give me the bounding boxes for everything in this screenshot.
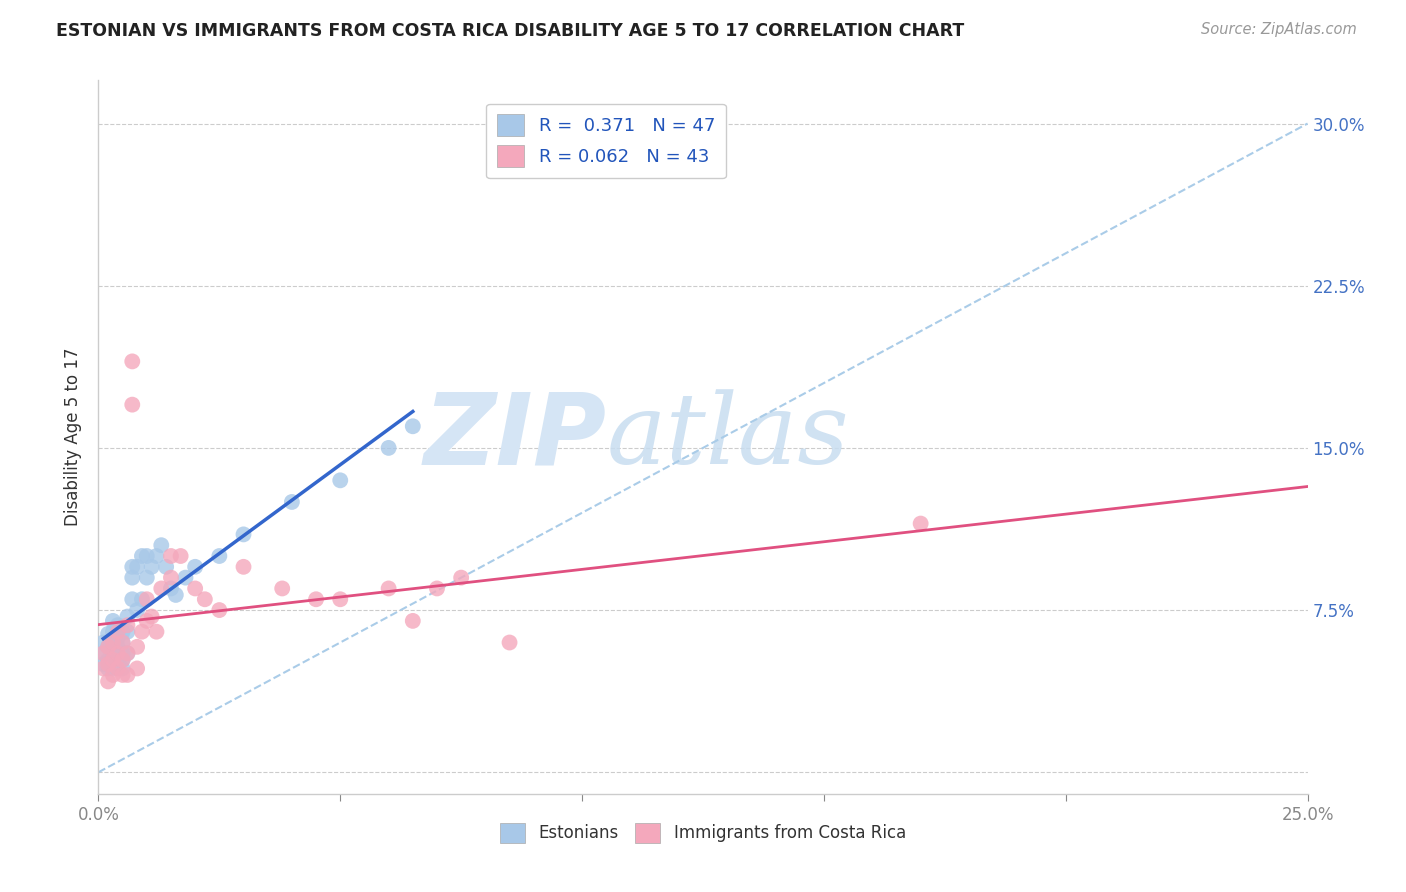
Point	[305, 592, 328, 607]
Point	[184, 559, 207, 574]
Point	[117, 609, 139, 624]
Point	[111, 635, 134, 649]
Point	[498, 635, 520, 649]
Point	[135, 614, 157, 628]
Point	[97, 661, 120, 675]
Point	[101, 646, 124, 660]
Text: Source: ZipAtlas.com: Source: ZipAtlas.com	[1201, 22, 1357, 37]
Point	[426, 582, 449, 596]
Point	[101, 668, 124, 682]
Point	[91, 661, 114, 675]
Point	[402, 614, 425, 628]
Text: atlas: atlas	[606, 390, 849, 484]
Point	[101, 635, 124, 649]
Point	[91, 646, 114, 660]
Point	[111, 653, 134, 667]
Point	[97, 653, 120, 667]
Point	[169, 549, 191, 563]
Point	[174, 571, 197, 585]
Point	[107, 646, 129, 660]
Point	[111, 624, 134, 639]
Point	[150, 538, 173, 552]
Point	[121, 398, 143, 412]
Point	[97, 640, 120, 654]
Point	[117, 624, 139, 639]
Point	[160, 571, 183, 585]
Point	[184, 582, 207, 596]
Point	[402, 419, 425, 434]
Text: ZIP: ZIP	[423, 389, 606, 485]
Point	[101, 624, 124, 639]
Point	[329, 473, 352, 487]
Point	[141, 559, 163, 574]
Point	[111, 646, 134, 660]
Point	[97, 657, 120, 672]
Point	[111, 635, 134, 649]
Point	[155, 559, 177, 574]
Point	[111, 668, 134, 682]
Point	[97, 674, 120, 689]
Point	[165, 588, 187, 602]
Point	[117, 618, 139, 632]
Point	[101, 653, 124, 667]
Point	[127, 640, 149, 654]
Point	[97, 640, 120, 654]
Point	[232, 559, 254, 574]
Point	[127, 559, 149, 574]
Point	[111, 653, 134, 667]
Point	[121, 559, 143, 574]
Point	[121, 571, 143, 585]
Point	[131, 592, 153, 607]
Point	[107, 640, 129, 654]
Point	[107, 618, 129, 632]
Point	[101, 614, 124, 628]
Point	[150, 582, 173, 596]
Point	[91, 635, 114, 649]
Point	[145, 549, 167, 563]
Point	[121, 592, 143, 607]
Point	[141, 609, 163, 624]
Point	[121, 354, 143, 368]
Point	[135, 549, 157, 563]
Point	[329, 592, 352, 607]
Point	[208, 603, 231, 617]
Point	[377, 582, 399, 596]
Point	[910, 516, 932, 531]
Point	[127, 661, 149, 675]
Point	[145, 624, 167, 639]
Y-axis label: Disability Age 5 to 17: Disability Age 5 to 17	[65, 348, 83, 526]
Point	[107, 657, 129, 672]
Point	[107, 631, 129, 645]
Point	[271, 582, 294, 596]
Point	[160, 582, 183, 596]
Point	[101, 635, 124, 649]
Point	[208, 549, 231, 563]
Point	[107, 661, 129, 675]
Point	[131, 624, 153, 639]
Point	[131, 549, 153, 563]
Point	[450, 571, 472, 585]
Legend: Estonians, Immigrants from Costa Rica: Estonians, Immigrants from Costa Rica	[494, 816, 912, 850]
Point	[101, 661, 124, 675]
Point	[135, 592, 157, 607]
Point	[111, 661, 134, 675]
Point	[232, 527, 254, 541]
Point	[160, 549, 183, 563]
Point	[194, 592, 217, 607]
Point	[117, 646, 139, 660]
Point	[117, 668, 139, 682]
Point	[117, 646, 139, 660]
Point	[91, 657, 114, 672]
Point	[135, 571, 157, 585]
Point	[91, 646, 114, 660]
Point	[127, 603, 149, 617]
Point	[97, 627, 120, 641]
Point	[377, 441, 399, 455]
Text: ESTONIAN VS IMMIGRANTS FROM COSTA RICA DISABILITY AGE 5 TO 17 CORRELATION CHART: ESTONIAN VS IMMIGRANTS FROM COSTA RICA D…	[56, 22, 965, 40]
Point	[281, 495, 304, 509]
Point	[107, 624, 129, 639]
